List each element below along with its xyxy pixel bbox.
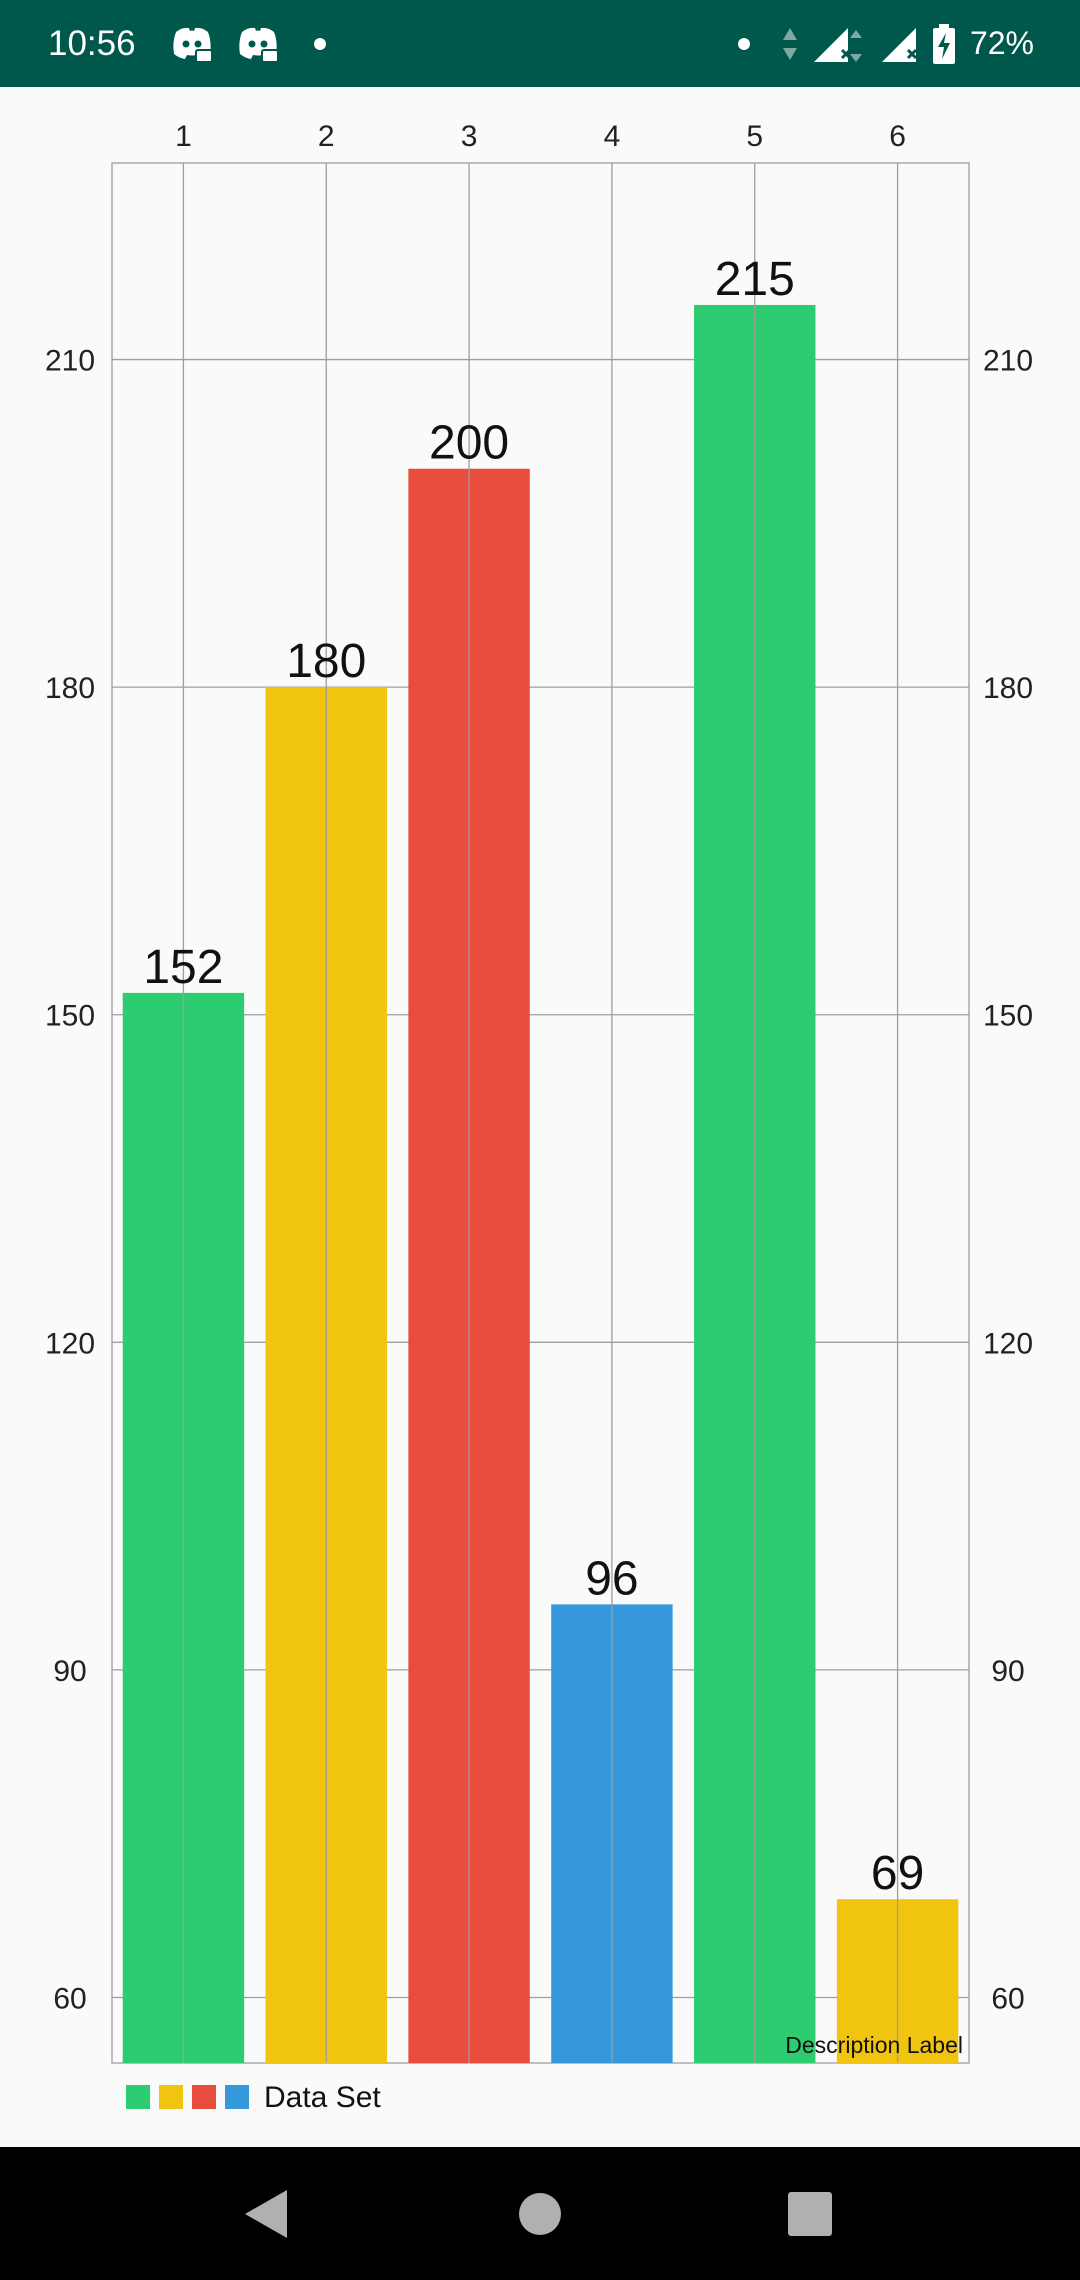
legend-swatch (192, 2085, 216, 2109)
y-tick-label-right: 90 (991, 1655, 1024, 1688)
description-label: Description Label (785, 2032, 963, 2058)
signal-no-service-icon (880, 0, 920, 87)
data-label: 152 (143, 941, 223, 994)
y-tick-label-right: 180 (983, 672, 1033, 705)
data-label: 200 (429, 417, 509, 470)
data-arrows-icon (780, 0, 800, 87)
y-tick-label-left: 210 (45, 345, 95, 378)
navigation-bar (0, 2147, 1080, 2280)
x-tick-label: 3 (461, 120, 478, 153)
x-tick-label: 1 (175, 120, 192, 153)
recents-icon[interactable] (784, 2147, 836, 2280)
x-tick-label: 2 (318, 120, 335, 153)
notification-dot-icon (736, 0, 752, 87)
legend-swatch (159, 2085, 183, 2109)
data-label: 96 (585, 1552, 638, 1605)
back-icon[interactable] (236, 2147, 296, 2280)
signal-no-service-icon (812, 0, 864, 87)
y-tick-label-right: 120 (983, 1327, 1033, 1360)
y-tick-label-right: 60 (991, 1982, 1024, 2015)
legend-label: Data Set (264, 2081, 381, 2114)
data-label: 215 (715, 253, 795, 306)
y-tick-label-left: 120 (45, 1327, 95, 1360)
y-tick-label-left: 180 (45, 672, 95, 705)
plot-border (111, 162, 970, 2064)
data-label: 69 (871, 1847, 924, 1900)
y-tick-label-left: 90 (53, 1655, 86, 1688)
x-tick-label: 6 (889, 120, 906, 153)
chart-svg: 60 60 90 90 120 120 150 150 180 180 210 210 1 2 3 4 5 6 15… (45, 120, 1033, 2114)
battery-charging-icon (932, 0, 956, 87)
discord-icon (236, 0, 280, 87)
y-tick-label-left: 150 (45, 1000, 95, 1033)
x-tick-label: 5 (746, 120, 763, 153)
status-time: 10:56 (48, 24, 136, 63)
notification-dot-icon (312, 0, 328, 87)
battery-percentage: 72% (969, 25, 1034, 61)
x-tick-label: 4 (604, 120, 621, 153)
y-tick-label-left: 60 (53, 1982, 86, 2015)
home-icon[interactable] (512, 2147, 568, 2280)
y-tick-label-right: 150 (983, 1000, 1033, 1033)
legend-swatch (126, 2085, 150, 2109)
status-bar: 10:56 (0, 0, 1080, 87)
discord-icon (170, 0, 214, 87)
bar-chart[interactable]: 60 60 90 90 120 120 150 150 180 180 210 210 1 2 3 4 5 6 15… (0, 87, 1080, 2147)
y-tick-label-right: 210 (983, 345, 1033, 378)
legend-swatch (225, 2085, 249, 2109)
data-label: 180 (286, 635, 366, 688)
